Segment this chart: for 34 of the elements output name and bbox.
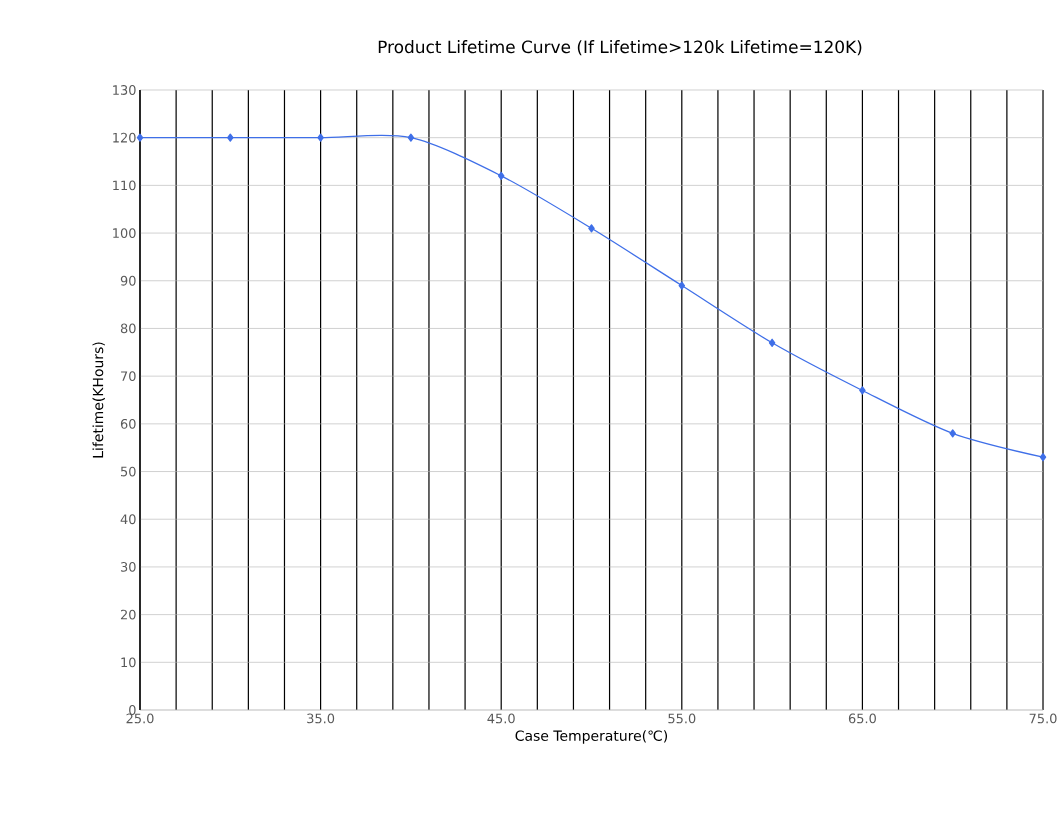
point bbox=[768, 338, 776, 347]
x-tick-label: 45.0 bbox=[487, 713, 515, 724]
x-tick-label: 55.0 bbox=[668, 713, 696, 724]
y-tick-label: 50 bbox=[121, 466, 136, 477]
point bbox=[497, 171, 505, 180]
x-axis-title: Case Temperature(℃) bbox=[515, 730, 668, 744]
x-tick-label: 25.0 bbox=[126, 713, 154, 724]
y-tick-label: 130 bbox=[113, 85, 136, 95]
y-tick-label: 40 bbox=[120, 514, 136, 525]
x-tick-label: 35.0 bbox=[307, 713, 335, 724]
y-tick-label: 100 bbox=[113, 228, 136, 238]
y-tick-label: 90 bbox=[120, 275, 136, 286]
x-tick-label: 65.0 bbox=[848, 713, 876, 724]
point bbox=[949, 429, 956, 438]
y-tick-label: 120 bbox=[113, 132, 136, 143]
y-tick-label: 0 bbox=[129, 705, 136, 715]
point bbox=[859, 386, 866, 395]
y-axis-title: Lifetime(KHours) bbox=[92, 342, 105, 458]
chart-title: Product Lifetime Curve (If Lifetime>120k Lifetime=120K) bbox=[378, 40, 862, 56]
point bbox=[136, 133, 144, 142]
point bbox=[1039, 453, 1047, 462]
point bbox=[588, 224, 595, 233]
point bbox=[407, 133, 415, 142]
y-tick-label: 70 bbox=[121, 371, 136, 382]
y-tick-label: 20 bbox=[120, 609, 136, 620]
point bbox=[317, 133, 324, 142]
y-tick-label: 60 bbox=[120, 418, 136, 429]
y-tick-label: 30 bbox=[120, 562, 136, 572]
point bbox=[227, 133, 234, 142]
y-tick-label: 110 bbox=[113, 180, 136, 191]
point bbox=[678, 281, 686, 290]
x-tick-label: 75.0 bbox=[1029, 713, 1057, 724]
y-tick-label: 80 bbox=[120, 323, 136, 334]
y-tick-label: 10 bbox=[121, 657, 136, 668]
